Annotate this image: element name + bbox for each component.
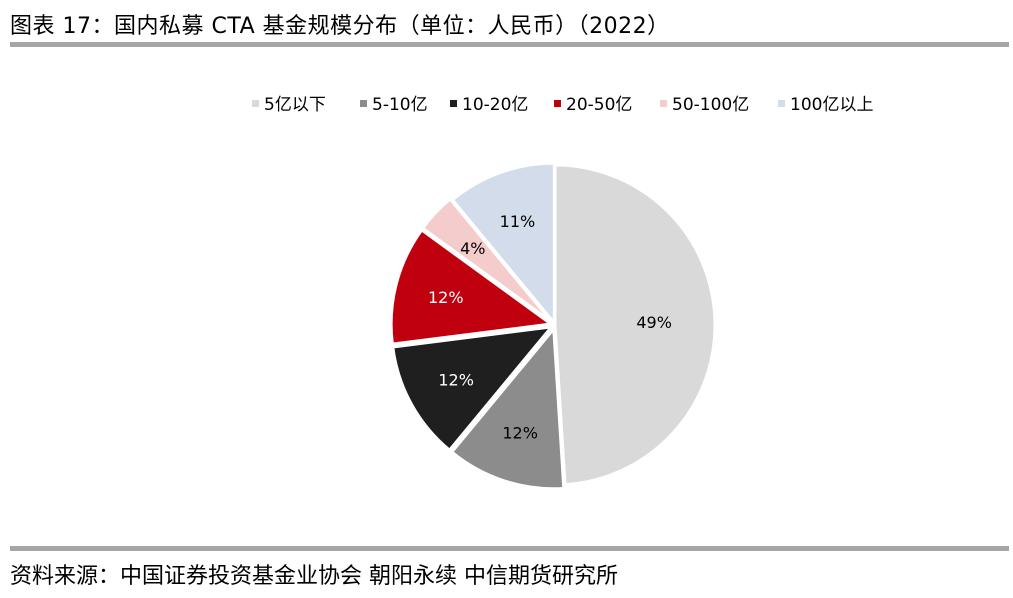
legend-swatch-0 bbox=[252, 100, 259, 107]
pie-slice-3 bbox=[389, 227, 556, 346]
pie-data-label-5: 11% bbox=[500, 212, 536, 231]
pie-data-label-1: 12% bbox=[502, 423, 538, 442]
pie-data-label-2: 12% bbox=[438, 370, 474, 389]
legend-label-4: 50-100亿 bbox=[672, 95, 749, 115]
pie-slice-4 bbox=[420, 196, 554, 324]
pie-slices bbox=[389, 161, 717, 491]
legend-swatch-2 bbox=[450, 100, 457, 107]
pie-chart: 5亿以下 5-10亿 10-20亿 20-50亿 50-100亿 100亿以上 49% 12… bbox=[252, 95, 873, 491]
legend-label-3: 20-50亿 bbox=[566, 95, 632, 115]
pie-slice-2 bbox=[391, 324, 556, 453]
pie-data-label-0: 49% bbox=[636, 313, 672, 332]
chart-legend: 5亿以下 5-10亿 10-20亿 20-50亿 50-100亿 100亿以上 bbox=[252, 95, 873, 115]
legend-swatch-5 bbox=[778, 100, 785, 107]
pie-data-label-4: 4% bbox=[460, 239, 485, 258]
legend-swatch-3 bbox=[554, 100, 561, 107]
pie-slice-1 bbox=[449, 324, 566, 491]
page-title: 图表 17：国内私募 CTA 基金规模分布（单位：人民币）（2022） bbox=[10, 14, 670, 39]
pie-data-label-3: 12% bbox=[428, 288, 464, 307]
legend-swatch-1 bbox=[360, 100, 367, 107]
legend-label-0: 5亿以下 bbox=[264, 95, 326, 115]
pie-slice-5 bbox=[450, 161, 556, 328]
legend-label-1: 5-10亿 bbox=[372, 95, 428, 115]
legend-label-2: 10-20亿 bbox=[462, 95, 528, 115]
legend-label-5: 100亿以上 bbox=[790, 95, 873, 115]
legend-swatch-4 bbox=[660, 100, 667, 107]
pie-slice-0 bbox=[553, 163, 717, 487]
source-note: 资料来源：中国证券投资基金业协会 朝阳永续 中信期货研究所 bbox=[10, 564, 618, 589]
header-divider bbox=[10, 42, 1009, 47]
footer-divider bbox=[10, 546, 1009, 551]
pie-data-labels: 49% 12% 12% 12% 4% 11% bbox=[428, 212, 672, 443]
